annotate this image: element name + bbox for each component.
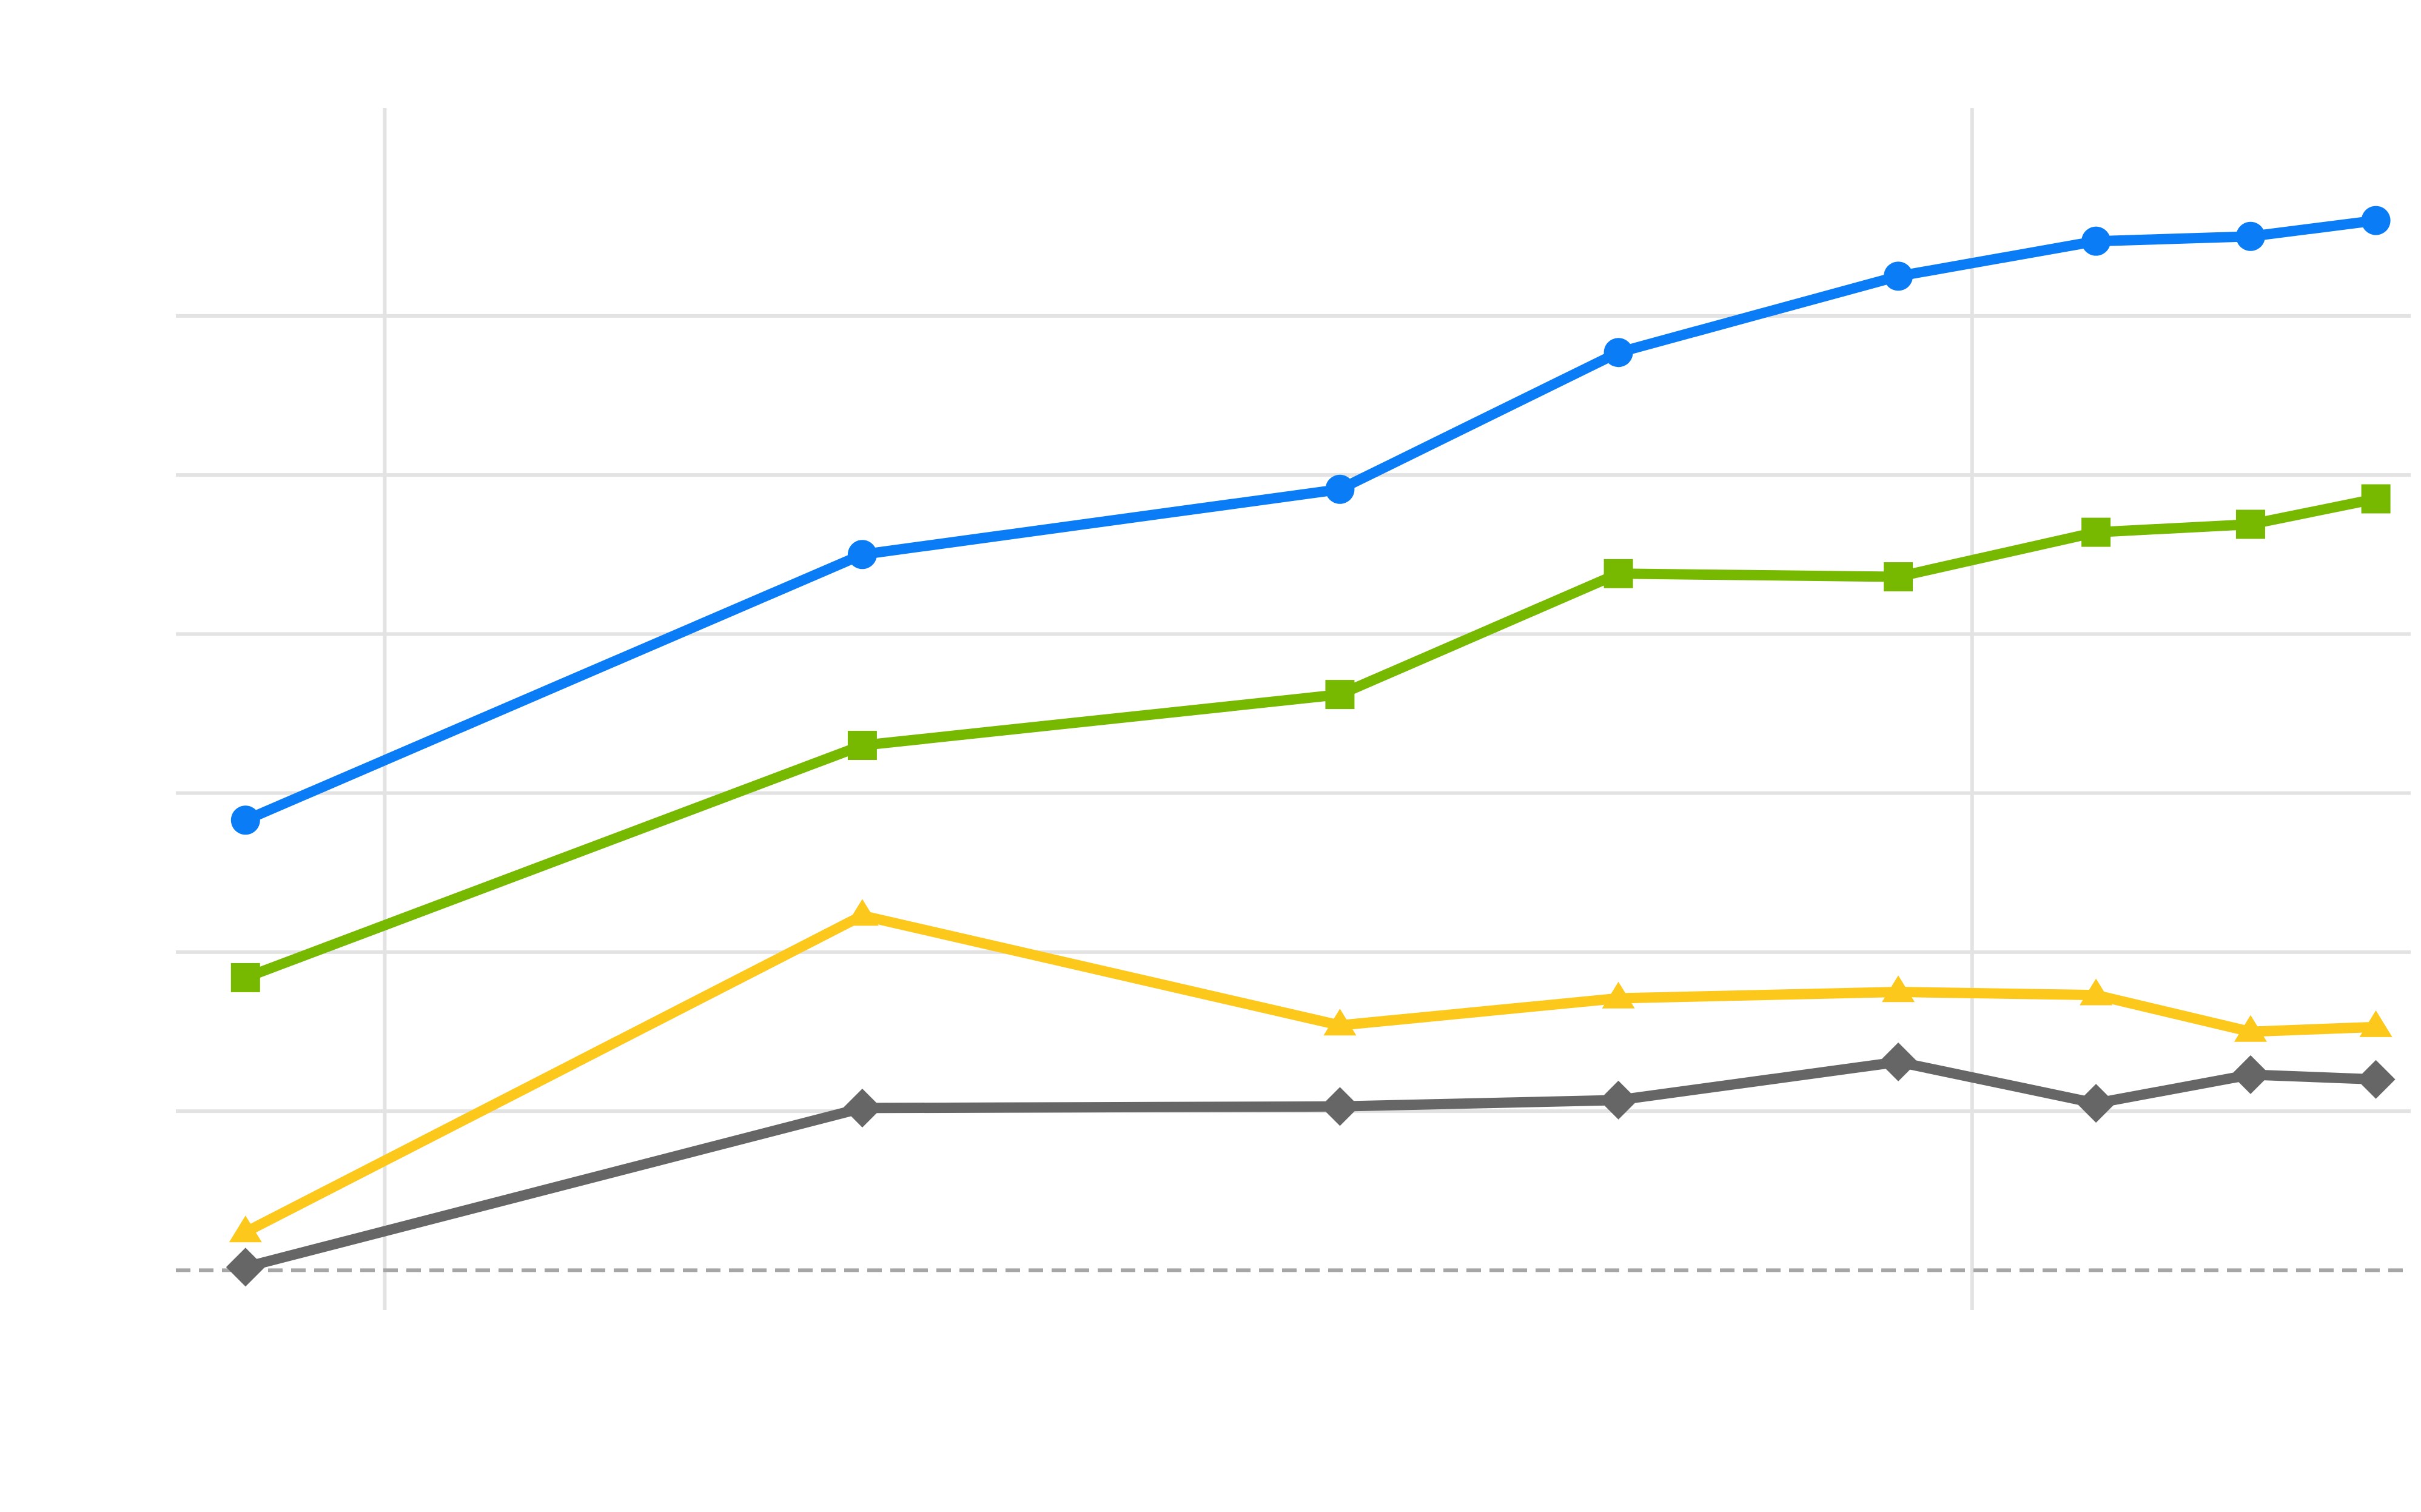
series-2-point-1 (845, 899, 879, 926)
series-1-line (240, 494, 2382, 983)
series-1-point-7 (2361, 484, 2391, 514)
series-1-point-5 (2081, 517, 2111, 547)
series-0-line (240, 215, 2382, 825)
series-2-point-2 (1323, 1009, 1357, 1036)
series-2-point-0 (229, 1215, 262, 1243)
series-3-point-6 (2231, 1055, 2270, 1094)
series-2-point-3 (1602, 981, 1635, 1009)
series-0-point-7 (2361, 206, 2391, 235)
series-2-line (240, 910, 2382, 1237)
series-2-point-4 (1882, 975, 1915, 1003)
series-3-line (240, 1057, 2382, 1272)
series-3-point-4 (1879, 1042, 1918, 1081)
series-2-point-7 (2359, 1010, 2392, 1037)
series-0-point-2 (1325, 474, 1355, 504)
series-3-point-0 (226, 1248, 265, 1287)
series-0-point-4 (1884, 261, 1913, 291)
series-1-point-0 (230, 963, 260, 992)
series-3-point-5 (2077, 1084, 2116, 1123)
series-markers (226, 206, 2396, 1287)
series-lines (240, 215, 2382, 1272)
series-1-point-3 (1603, 559, 1633, 588)
series-3-point-3 (1599, 1080, 1638, 1120)
series-0-point-1 (847, 540, 877, 570)
series-0-point-3 (1603, 338, 1633, 368)
series-3-point-7 (2356, 1060, 2396, 1099)
series-2-point-6 (2234, 1015, 2267, 1042)
series-0-point-0 (230, 805, 260, 835)
series-1-point-6 (2235, 509, 2265, 539)
grid-layer (176, 108, 2411, 1310)
series-0-point-6 (2235, 221, 2265, 251)
series-1-point-4 (1884, 562, 1913, 592)
series-3-point-2 (1320, 1087, 1360, 1126)
series-1-point-1 (847, 731, 877, 761)
series-0-point-5 (2081, 226, 2111, 256)
series-2-point-5 (2080, 978, 2113, 1006)
series-3-point-1 (842, 1088, 882, 1127)
series-1-point-2 (1325, 680, 1355, 710)
